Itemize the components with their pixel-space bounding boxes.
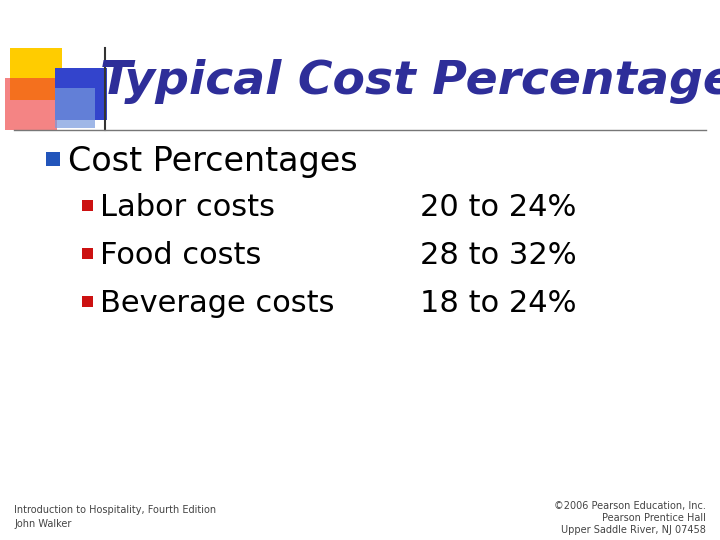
Bar (82, 200, 93, 211)
Bar (82, 296, 93, 307)
Text: John Walker: John Walker (14, 519, 71, 529)
Bar (46, 152, 60, 166)
Text: Labor costs: Labor costs (100, 193, 275, 222)
Text: Food costs: Food costs (100, 241, 261, 271)
Text: 20 to 24%: 20 to 24% (420, 193, 577, 222)
Text: Pearson Prentice Hall: Pearson Prentice Hall (602, 513, 706, 523)
Bar (10, 48, 62, 100)
Text: Upper Saddle River, NJ 07458: Upper Saddle River, NJ 07458 (561, 525, 706, 535)
Bar (55, 88, 95, 128)
Text: Introduction to Hospitality, Fourth Edition: Introduction to Hospitality, Fourth Edit… (14, 505, 216, 515)
Text: 28 to 32%: 28 to 32% (420, 241, 577, 271)
Text: Beverage costs: Beverage costs (100, 289, 335, 319)
Text: 18 to 24%: 18 to 24% (420, 289, 577, 319)
Text: ©2006 Pearson Education, Inc.: ©2006 Pearson Education, Inc. (554, 501, 706, 511)
Text: Cost Percentages: Cost Percentages (68, 145, 358, 179)
Bar (55, 68, 107, 120)
Bar (82, 248, 93, 259)
Text: Typical Cost Percentages: Typical Cost Percentages (100, 59, 720, 105)
Bar (5, 78, 57, 130)
